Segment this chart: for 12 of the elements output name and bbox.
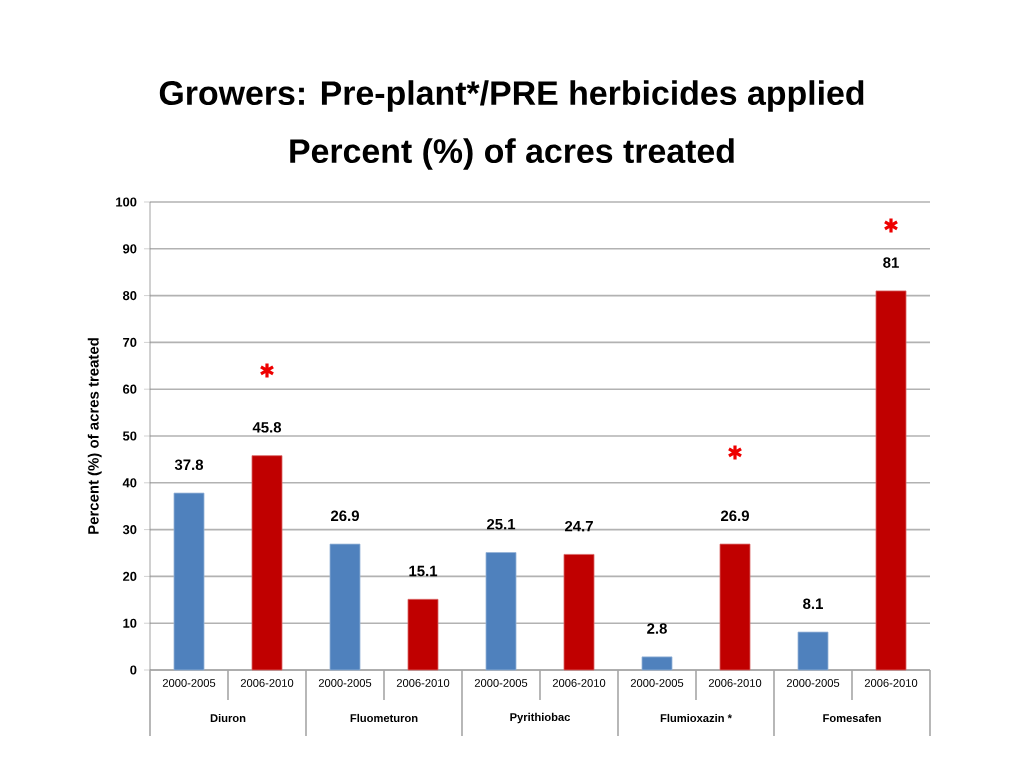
bar (641, 656, 673, 671)
bar (485, 552, 517, 671)
bar (563, 554, 595, 671)
bar (875, 290, 907, 671)
bar (173, 492, 205, 671)
bar (797, 631, 829, 671)
bar (329, 543, 361, 671)
bar (719, 543, 751, 671)
chart-title: Growers: Pre-plant*/PRE herbicides applied (159, 80, 864, 112)
chart-subtitle: Percent (%) of acres treated (290, 138, 734, 170)
bar (251, 455, 283, 671)
bar (407, 598, 439, 671)
